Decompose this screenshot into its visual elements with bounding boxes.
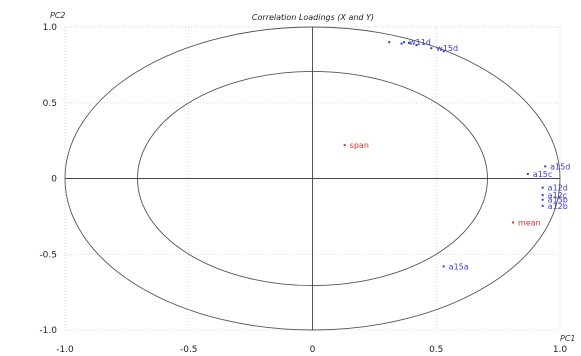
zero-axes: [65, 27, 560, 330]
point-label: w11d: [409, 38, 431, 47]
point-label: a12c: [548, 191, 567, 200]
point-marker: [403, 41, 406, 44]
point-marker: [343, 144, 346, 147]
y-tick-label: 1.0: [43, 23, 58, 33]
point-label: a12d: [548, 184, 568, 193]
point-label: a15d: [550, 162, 570, 171]
point-marker: [408, 41, 411, 44]
y-tick-label: 0.5: [43, 99, 57, 109]
point-marker: [544, 165, 547, 168]
y-tick-label: -0.5: [39, 250, 57, 260]
point-label: a12b: [548, 202, 568, 211]
point-label: span: [350, 141, 369, 150]
tick-labels: 1.0 0.5 0 -0.5 -1.0 -1.0 -0.5 0 0.5 1.0: [39, 23, 567, 355]
x-axis-label: PC1: [560, 334, 576, 343]
point-marker: [388, 41, 391, 44]
point-marker: [442, 50, 445, 53]
point-marker: [541, 194, 544, 197]
point-label: w15d: [436, 44, 458, 53]
point-marker: [415, 44, 418, 47]
point-marker: [511, 221, 514, 224]
chart-title: Correlation Loadings (X and Y): [252, 13, 374, 22]
point-label: mean: [518, 218, 541, 227]
y-tick-label: 0: [51, 175, 57, 185]
point-label: a15b: [548, 196, 568, 205]
x-tick-label: -1.0: [56, 345, 74, 355]
point-label: a15c: [533, 170, 552, 179]
x-tick-label: 0: [310, 345, 316, 355]
point-marker: [541, 198, 544, 201]
point-marker: [430, 47, 433, 50]
x-tick-label: 0.5: [429, 345, 443, 355]
point-marker: [526, 172, 529, 175]
point-marker: [541, 204, 544, 207]
point-marker: [442, 265, 445, 268]
y-axis-label: PC2: [50, 11, 66, 20]
x-tick-label: -0.5: [180, 345, 198, 355]
point-marker: [400, 42, 403, 45]
point-marker: [541, 186, 544, 189]
point-label: a15a: [449, 262, 469, 271]
x-tick-label: 1.0: [553, 345, 568, 355]
y-tick-label: -1.0: [39, 326, 57, 336]
